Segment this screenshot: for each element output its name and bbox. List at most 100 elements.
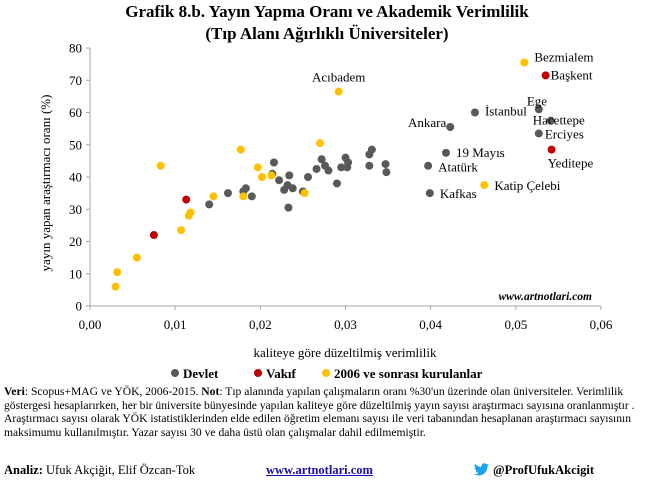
watermark: www.artnotlari.com: [498, 291, 592, 303]
point-devlet: [304, 173, 313, 181]
point-devlet: [367, 145, 376, 154]
point-label: Yeditepe: [548, 156, 594, 171]
legend: Devlet Vakıf 2006 ve sonrası kurulanlar: [171, 366, 483, 381]
point-devlet: [312, 164, 321, 173]
point-devlet: [534, 129, 543, 138]
point-devlet: [324, 166, 333, 175]
point-label: Katip Çelebi: [494, 178, 560, 193]
x-tick-label: 0,00: [79, 317, 102, 332]
analysis-authors: Ufuk Akçiğit, Elif Özcan-Tok: [42, 463, 196, 477]
y-tick-label: 20: [69, 234, 82, 249]
point-devlet: [365, 161, 374, 170]
footer-notes: Veri: Scopus+MAG ve YÖK, 2006-2015. Not:…: [4, 385, 650, 439]
point-devlet: [425, 189, 434, 198]
point-label: 19 Mayıs: [456, 145, 505, 160]
point-2006-ve-sonras-kurulanlar: [315, 139, 324, 148]
point-label: Acıbadem: [312, 70, 365, 85]
source-label: Veri: [4, 385, 25, 398]
x-tick-label: 0,03: [334, 317, 357, 332]
point-vak-f: [149, 231, 158, 240]
point-devlet: [275, 176, 284, 185]
point-devlet: [441, 148, 450, 157]
data-points: [111, 58, 556, 291]
point-devlet: [241, 184, 250, 193]
y-tick-labels: 0 10 20 30 40 50 60 70 80: [69, 41, 90, 314]
point-devlet: [470, 108, 479, 117]
point-devlet: [284, 203, 293, 212]
point-2006-ve-sonras-kurulanlar: [177, 226, 186, 235]
footnote: Veri: Scopus+MAG ve YÖK, 2006-2015. Not:…: [4, 385, 650, 439]
point-devlet: [446, 123, 455, 132]
point-2006-ve-sonras-kurulanlar: [239, 192, 248, 201]
x-tick-label: 0,01: [164, 317, 187, 332]
note-text: : Tıp alanında yapılan çalışmaların oran…: [4, 385, 635, 439]
y-tick-label: 80: [69, 41, 82, 56]
legend-marker: [322, 369, 330, 377]
point-2006-ve-sonras-kurulanlar: [520, 58, 529, 67]
point-devlet: [223, 189, 232, 198]
y-tick-label: 70: [69, 73, 82, 88]
x-tick-label: 0,04: [419, 317, 442, 332]
y-tick-label: 50: [69, 137, 82, 152]
y-tick-label: 30: [69, 202, 82, 217]
point-devlet: [424, 161, 433, 170]
point-devlet: [332, 179, 341, 188]
point-devlet: [317, 155, 326, 164]
point-label: Hacettepe: [533, 113, 585, 128]
chart-subtitle: (Tıp Alanı Ağırlıklı Üniversiteler): [205, 24, 448, 43]
chart: Grafik 8.b. Yayın Yapma Oranı ve Akademi…: [38, 2, 613, 381]
y-tick-label: 60: [69, 105, 82, 120]
point-label: Bezmialem: [534, 50, 593, 65]
note-label: Not: [201, 385, 220, 398]
x-axis-label: kaliteye göre düzeltilmiş verimlilik: [253, 345, 437, 360]
point-2006-ve-sonras-kurulanlar: [300, 189, 309, 198]
point-2006-ve-sonras-kurulanlar: [156, 161, 165, 170]
point-devlet: [288, 184, 297, 193]
source-text: : Scopus+MAG ve YÖK, 2006-2015.: [24, 385, 202, 398]
point-2006-ve-sonras-kurulanlar: [253, 163, 262, 172]
y-tick-label: 40: [69, 170, 82, 185]
twitter-bird-icon: [474, 463, 489, 476]
chart-title: Grafik 8.b. Yayın Yapma Oranı ve Akademi…: [125, 2, 529, 21]
point-label: Ege: [527, 93, 547, 108]
credits-row: Analiz: Ufuk Akçiğit, Elif Özcan-Tok www…: [4, 463, 650, 479]
point-devlet: [534, 105, 543, 114]
y-tick-label: 10: [69, 266, 82, 281]
x-tick-label: 0,02: [249, 317, 272, 332]
point-label: Başkent: [551, 67, 593, 82]
analysis-label: Analiz:: [4, 463, 43, 477]
point-2006-ve-sonras-kurulanlar: [113, 268, 122, 277]
point-2006-ve-sonras-kurulanlar: [111, 282, 120, 291]
legend-marker: [171, 369, 179, 377]
axes: [89, 48, 601, 307]
y-axis-label: yayın yapan araştırmacı oranı (%): [38, 95, 53, 272]
legend-label: 2006 ve sonrası kurulanlar: [334, 366, 483, 381]
point-devlet: [285, 171, 294, 180]
point-devlet: [382, 168, 391, 177]
point-devlet: [546, 116, 555, 125]
point-vak-f: [547, 145, 556, 154]
point-2006-ve-sonras-kurulanlar: [186, 208, 195, 217]
x-tick-labels: 0,00 0,01 0,02 0,03 0,04 0,05 0,06: [79, 306, 613, 332]
legend-marker: [254, 369, 262, 377]
point-vak-f: [541, 71, 550, 80]
point-2006-ve-sonras-kurulanlar: [334, 87, 343, 96]
point-devlet: [269, 158, 278, 167]
website-link[interactable]: www.artnotlari.com: [266, 463, 373, 477]
point-label: Kafkas: [440, 186, 477, 201]
point-2006-ve-sonras-kurulanlar: [236, 145, 245, 154]
twitter-handle[interactable]: @ProfUfukAkcigit: [474, 463, 594, 478]
point-2006-ve-sonras-kurulanlar: [258, 173, 267, 181]
x-tick-label: 0,06: [590, 317, 613, 332]
point-devlet: [205, 200, 214, 209]
twitter-handle-text: @ProfUfukAkcigit: [493, 463, 594, 477]
legend-label: Devlet: [183, 366, 219, 381]
point-devlet: [381, 160, 390, 169]
point-2006-ve-sonras-kurulanlar: [480, 181, 489, 190]
y-axis-label-group: yayın yapan araştırmacı oranı (%): [38, 95, 53, 272]
point-2006-ve-sonras-kurulanlar: [209, 192, 218, 201]
point-vak-f: [182, 195, 191, 204]
y-tick-label: 0: [76, 299, 83, 314]
x-tick-label: 0,05: [504, 317, 527, 332]
point-label: İstanbul: [485, 104, 527, 119]
